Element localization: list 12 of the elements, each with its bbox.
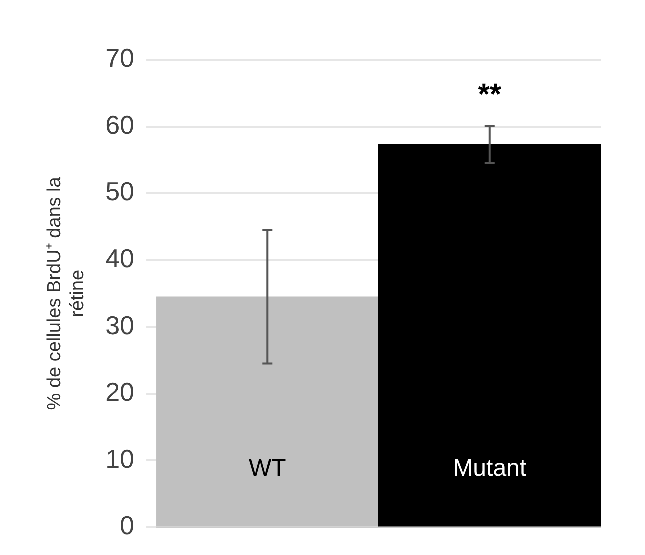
y-tick-label: 40 <box>106 243 135 274</box>
y-tick-label: 50 <box>106 176 135 207</box>
x-tick-label: Mutant <box>453 455 527 482</box>
y-tick-label: 20 <box>106 377 135 408</box>
y-axis-title: % de cellules BrdU⁺ dans la rétine <box>44 176 88 410</box>
y-tick-label: 0 <box>120 510 135 541</box>
y-tick-label: 70 <box>106 43 135 74</box>
y-tick-label: 60 <box>106 110 135 140</box>
y-tick-label: 30 <box>106 310 135 340</box>
annotation: ** <box>478 78 502 112</box>
y-tick-label: 10 <box>106 444 135 474</box>
x-tick-label: WT <box>248 455 287 482</box>
